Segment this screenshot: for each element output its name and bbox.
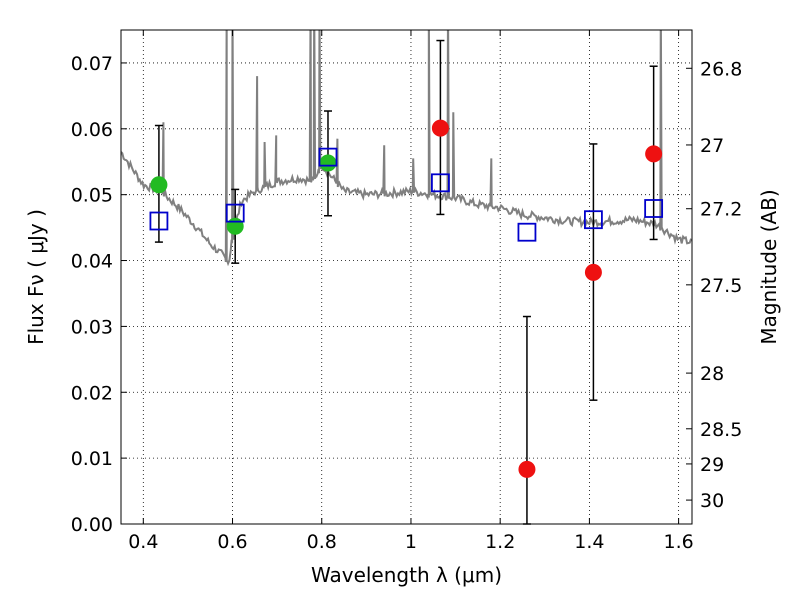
flux-point [431,119,449,137]
x-tick-label: 0.4 [128,531,158,553]
error-bars [154,39,658,525]
right-tick-label: 28.5 [700,419,742,441]
y-tick-label: 0.04 [71,251,113,273]
y-tick-label: 0.03 [71,316,113,338]
flux-point [645,145,663,163]
flux-point [584,263,602,281]
x-tick-label: 1.2 [485,531,515,553]
y-axis-label-left: Flux Fν ( μJy ) [24,209,48,345]
spectrum-line [121,30,692,267]
y-axis-label-right: Magnitude (AB) [757,189,781,344]
model-point [584,210,603,230]
right-tick-label: 28 [700,363,724,385]
model-point [431,173,450,193]
y-tick-label: 0.05 [71,185,113,207]
right-tick-label: 29 [700,454,724,476]
right-tick-label: 27.2 [700,199,742,221]
x-tick-label: 0.6 [217,531,247,553]
x-tick-label: 0.8 [307,531,337,553]
x-axis-label: Wavelength λ (μm) [311,563,502,587]
model-point [225,203,245,223]
model-point [517,222,537,242]
y-tick-label: 0.07 [71,53,113,75]
flux-point [518,460,536,478]
axis-ticks: 0.4 0.6 0.8 1 1.2 1.4 1.6 0.00 0.01 0.02 0.03 0.04 0… [71,30,742,553]
flux-point [319,154,337,172]
model-point [644,199,664,218]
right-tick-label: 26.8 [700,58,742,80]
model-point [318,147,338,167]
y-tick-label: 0.00 [71,514,113,536]
x-tick-label: 1 [405,531,417,553]
x-tick-label: 1.6 [664,531,694,553]
y-tick-label: 0.06 [71,119,113,141]
right-tick-label: 27.5 [700,275,742,297]
flux-point [150,176,168,194]
plot-frame [120,29,693,525]
grid [121,30,692,525]
model-spectrum [121,30,692,267]
y-tick-label: 0.02 [71,382,113,404]
right-tick-label: 27 [700,135,724,157]
data-markers [149,119,664,478]
model-point [149,211,169,231]
x-tick-label: 1.4 [574,531,604,553]
right-tick-label: 30 [700,490,724,512]
flux-point [226,217,244,235]
y-tick-label: 0.01 [71,448,113,470]
